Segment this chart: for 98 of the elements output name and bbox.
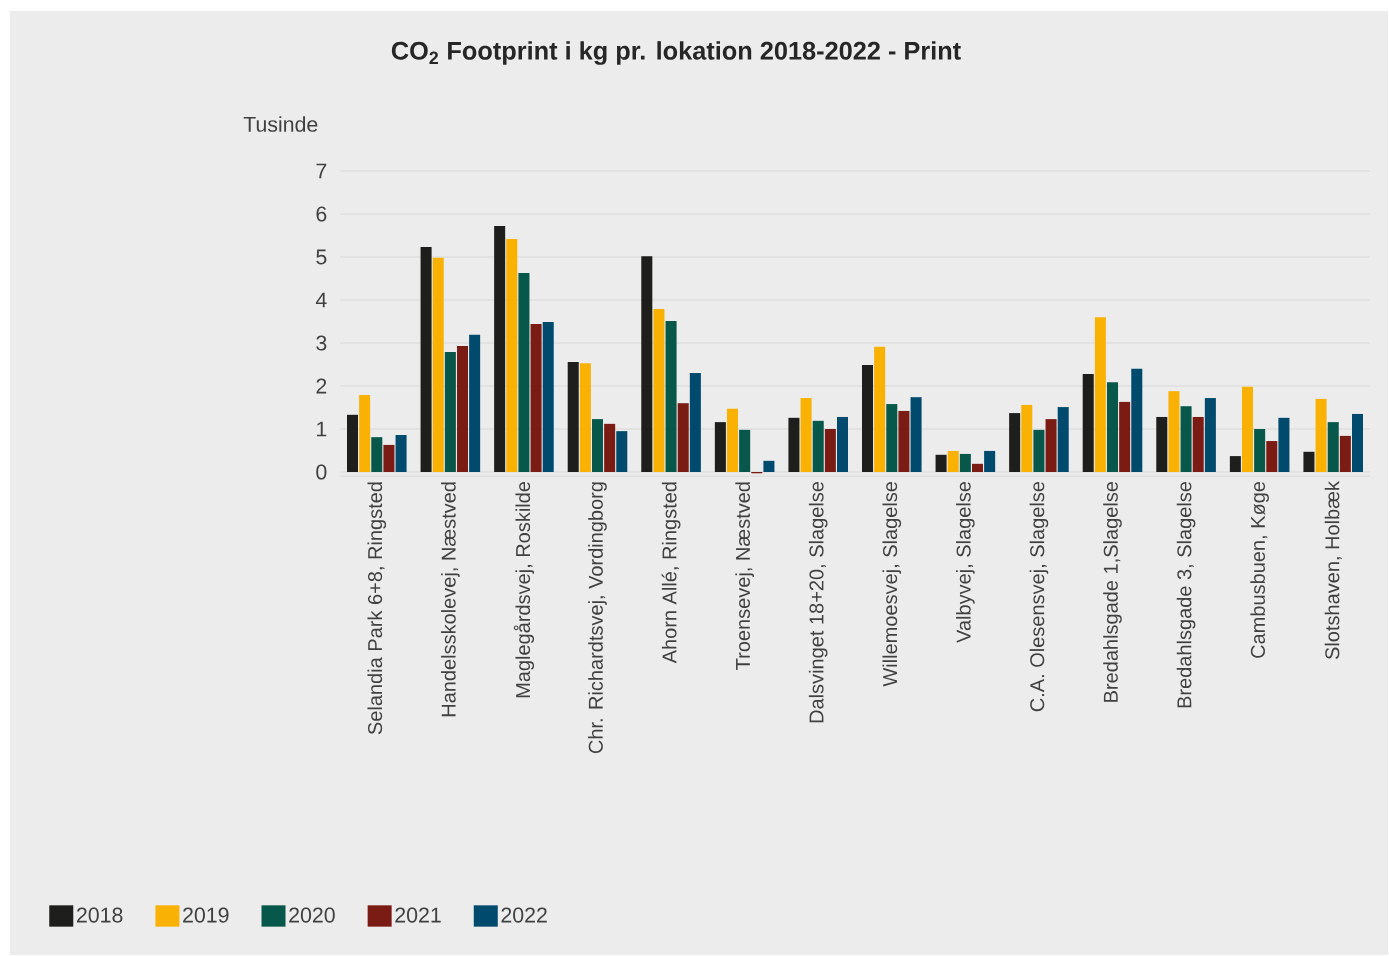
bar bbox=[346, 414, 359, 472]
bar bbox=[1057, 407, 1069, 472]
y-tick-label: 2 bbox=[316, 378, 327, 394]
x-tick-label: Cambusbuen, Køge bbox=[1250, 481, 1269, 658]
bar bbox=[947, 450, 959, 472]
x-tick-label: Maglegårdsvej, Roskilde bbox=[513, 481, 535, 698]
bar bbox=[1315, 398, 1327, 472]
bar bbox=[812, 420, 824, 472]
y-tick-label: 4 bbox=[315, 292, 327, 308]
x-tick-label: Ahorn Allé, Ringsted bbox=[661, 482, 681, 664]
bar bbox=[1033, 429, 1045, 472]
x-tick-label: C.A. Olesensvej, Slagelse bbox=[1029, 481, 1049, 712]
bar bbox=[898, 410, 910, 472]
bar bbox=[616, 431, 628, 472]
bar bbox=[763, 460, 775, 472]
bar bbox=[1045, 419, 1057, 472]
bar bbox=[714, 422, 726, 472]
bar bbox=[1204, 398, 1216, 472]
bar bbox=[726, 408, 739, 472]
bar bbox=[788, 417, 800, 472]
x-tick-label: Dalsvinget 18+20, Slagelse bbox=[808, 481, 828, 723]
chart-title: CO$_{2}$ Footprint i kg pr. lokation 2018-2022 - Print bbox=[391, 41, 961, 65]
x-tick-label: Troensevej, Næstved bbox=[735, 482, 754, 670]
bar bbox=[739, 429, 751, 472]
y-tick-label: 1 bbox=[317, 421, 327, 437]
bar bbox=[530, 324, 542, 472]
y-tick-label: 0 bbox=[316, 464, 327, 480]
bar bbox=[910, 397, 922, 472]
x-tick-label: Willemoesvej, Slagelse bbox=[882, 481, 902, 687]
x-tick-label: Selandia Park 6+8, Ringsted bbox=[367, 482, 387, 735]
bar bbox=[1254, 429, 1266, 472]
bar bbox=[1278, 417, 1290, 472]
bar bbox=[874, 346, 886, 472]
bar bbox=[542, 321, 554, 472]
bar bbox=[444, 352, 456, 472]
bar bbox=[1192, 416, 1204, 472]
bar bbox=[665, 321, 677, 472]
bar bbox=[1351, 413, 1364, 472]
bar bbox=[677, 403, 689, 472]
x-tick-label: Bredahlsgade 3, Slagelse bbox=[1176, 481, 1196, 708]
x-tick-label: Valbyvej, Slagelse bbox=[956, 481, 975, 643]
bar bbox=[591, 419, 604, 472]
bar bbox=[469, 334, 481, 472]
bar bbox=[824, 429, 836, 472]
bar bbox=[1094, 317, 1106, 472]
bar bbox=[984, 450, 996, 472]
bar bbox=[1327, 422, 1339, 472]
bar bbox=[971, 463, 984, 472]
y-tick-label: 3 bbox=[316, 335, 327, 351]
x-tick-label: Chr. Richardtsvej, Vordingborg bbox=[588, 482, 607, 754]
bar bbox=[371, 437, 383, 472]
bar bbox=[383, 444, 395, 472]
bar bbox=[641, 256, 653, 472]
y-tick-label: 7 bbox=[316, 163, 327, 179]
x-tick-label: Handelsskolevej, Næstved bbox=[441, 482, 460, 717]
y-tick-label: 5 bbox=[316, 249, 327, 265]
bar bbox=[1229, 456, 1241, 472]
bar bbox=[1168, 391, 1180, 472]
bar bbox=[1266, 441, 1278, 472]
legend-label: 2021 bbox=[395, 907, 441, 923]
bar bbox=[395, 435, 407, 472]
bar bbox=[359, 395, 371, 472]
bar bbox=[935, 454, 947, 472]
y-axis-title: Tusinde bbox=[243, 116, 318, 132]
x-tick-label: Slotshaven, Holbæk bbox=[1324, 481, 1342, 660]
bar bbox=[1339, 435, 1351, 472]
bar bbox=[689, 373, 701, 472]
bar bbox=[604, 423, 616, 472]
bar bbox=[579, 363, 591, 472]
bar bbox=[861, 364, 874, 472]
bar bbox=[1303, 451, 1315, 472]
bar bbox=[567, 361, 579, 472]
bar bbox=[1131, 368, 1143, 472]
y-tick-label: 6 bbox=[316, 206, 327, 222]
bar bbox=[1180, 406, 1192, 472]
bar bbox=[456, 346, 469, 472]
legend-label: 2018 bbox=[77, 907, 123, 923]
legend-label: 2022 bbox=[501, 907, 547, 923]
legend-label: 2019 bbox=[183, 907, 229, 923]
bar bbox=[420, 247, 432, 472]
bar bbox=[959, 453, 971, 472]
bar bbox=[886, 404, 898, 472]
x-tick-label: Bredahlsgade 1,Slagelse bbox=[1103, 481, 1122, 702]
bar bbox=[836, 416, 849, 472]
bar bbox=[1009, 413, 1021, 472]
bar bbox=[1106, 382, 1119, 472]
bar bbox=[518, 272, 530, 472]
bar bbox=[653, 309, 665, 472]
bar bbox=[506, 238, 518, 472]
bar bbox=[1021, 404, 1033, 472]
bar bbox=[1082, 373, 1094, 472]
bar bbox=[432, 257, 444, 472]
bar bbox=[1241, 386, 1254, 472]
bar bbox=[1156, 416, 1168, 472]
bar bbox=[1119, 401, 1131, 472]
bar bbox=[800, 398, 812, 472]
bar bbox=[494, 226, 506, 472]
legend-label: 2020 bbox=[289, 907, 335, 923]
